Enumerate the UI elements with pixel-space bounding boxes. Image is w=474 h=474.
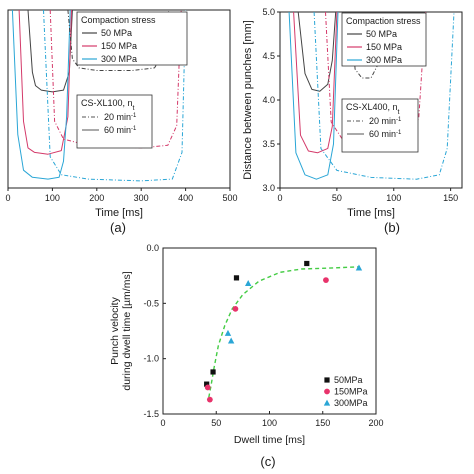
x-tick-label: 150: [315, 418, 330, 428]
series-line-300mpa-20: [43, 10, 187, 182]
panel-label: (b): [384, 220, 400, 235]
legend-title: Compaction stress: [81, 15, 156, 25]
data-point-300mpa: [227, 337, 235, 344]
x-tick-label: 0: [5, 193, 10, 203]
legend2-box: [341, 98, 419, 153]
plot-frame: [162, 247, 377, 415]
data-point-150mpa: [232, 305, 239, 312]
series-line-300mpa-60: [288, 12, 339, 180]
legend-box: [341, 12, 427, 67]
series-line-300mpa-20: [313, 12, 455, 180]
series-line-50mpa-60: [297, 12, 337, 92]
legend-marker: [323, 399, 331, 406]
x-tick-label: 300: [134, 193, 149, 203]
legend-title: Compaction stress: [346, 16, 421, 26]
panel-label: (c): [260, 454, 275, 469]
data-point-50mpa: [304, 260, 310, 267]
legend-box: [76, 11, 188, 66]
x-tick-label: 500: [222, 193, 237, 203]
data-point-150mpa: [323, 277, 329, 283]
y-tick-label: 0.0: [146, 243, 159, 253]
y-tick-label: 5.0: [262, 7, 275, 17]
y-tick-label: 3.5: [262, 139, 275, 149]
y-tick-label: -0.5: [143, 298, 159, 308]
panel-b: 0 50 100 150 3.0 3.5 4.0 4.5 5.0 Compaction stres…: [242, 7, 463, 235]
legend2-label: 60 min-1: [104, 125, 137, 135]
fit-curve: [208, 266, 361, 398]
panel-label: (a): [110, 220, 126, 235]
y-axis-label-line2: during dwell time [µm/ms]: [121, 271, 133, 390]
y-tick-label: -1.0: [143, 354, 159, 364]
legend-label: 300 MPa: [366, 55, 402, 65]
legend-marker: [324, 377, 330, 383]
legend2-label: 20 min-1: [369, 116, 402, 126]
x-tick-label: 150: [443, 193, 458, 203]
legend-label: 150MPa: [334, 387, 368, 397]
series-line-300mpa-60: [11, 10, 71, 180]
panel-c: 0 50 100 150 200 0.0 -0.5 -1.0 -1.5 50MPa 150MPa30…: [109, 243, 384, 469]
x-tick-label: 100: [45, 193, 60, 203]
x-tick-label: 100: [262, 418, 277, 428]
legend-label: 50 MPa: [101, 28, 132, 38]
x-tick-label: 0: [277, 193, 282, 203]
data-point-50mpa: [204, 381, 210, 387]
y-tick-label: -1.5: [143, 409, 159, 419]
data-point-50mpa: [210, 369, 216, 375]
legend-label: 150 MPa: [101, 41, 137, 51]
x-axis-label: Dwell time [ms]: [234, 434, 305, 446]
x-tick-label: 400: [178, 193, 193, 203]
legend2-label: 20 min-1: [104, 112, 137, 122]
data-point-50mpa: [233, 275, 240, 281]
x-tick-label: 100: [386, 193, 401, 203]
data-point-300mpa: [355, 264, 363, 271]
series-line-150mpa-60: [18, 10, 72, 155]
panel-a: 0 100 200 300 400 500 Compaction stress 50 MPa 1…: [5, 9, 238, 235]
y-tick-label: 3.0: [262, 183, 275, 193]
legend2-box: [76, 94, 153, 149]
data-point-300mpa: [245, 280, 252, 287]
series-line-150mpa-60: [293, 12, 338, 154]
data-point-150mpa: [204, 384, 211, 391]
legend-label: 50MPa: [334, 375, 363, 385]
data-point-300mpa: [224, 329, 232, 336]
x-axis-label: Time [ms]: [95, 207, 143, 219]
y-tick-label: 4.5: [262, 51, 275, 61]
x-tick-label: 200: [368, 418, 383, 428]
legend2-label: 60 min-1: [369, 129, 402, 139]
x-tick-label: 200: [89, 193, 104, 203]
y-tick-label: 4.0: [262, 95, 275, 105]
x-tick-label: 50: [332, 193, 342, 203]
x-tick-label: 50: [211, 418, 221, 428]
y-axis-label-line1: Punch velocity: [109, 296, 121, 364]
legend-label: 300 MPa: [101, 54, 137, 64]
y-axis-label: Distance between punches [mm]: [242, 20, 254, 180]
data-point-150mpa: [206, 396, 213, 403]
x-tick-label: 0: [160, 418, 165, 428]
legend-label: 150 MPa: [366, 42, 402, 52]
legend-label: 300MPa: [334, 398, 368, 408]
legend-marker: [324, 388, 330, 395]
legend-label: 50 MPa: [366, 29, 397, 39]
x-axis-label: Time [ms]: [347, 207, 395, 219]
